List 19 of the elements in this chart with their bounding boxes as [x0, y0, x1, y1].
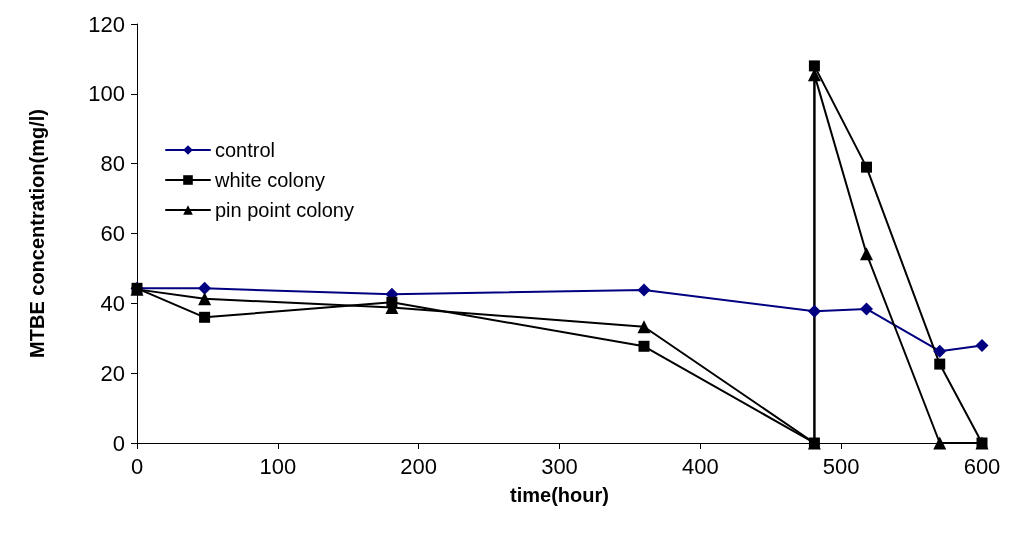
x-tick-label: 200	[400, 453, 438, 479]
x-tick-label: 0	[130, 453, 144, 479]
legend-label: pin point colony	[215, 199, 354, 221]
y-tick-label: 100	[88, 81, 125, 107]
y-tick-label: 20	[100, 360, 125, 386]
y-axis-title: MTBE concentration(mg/l)	[26, 109, 48, 358]
y-tick-label: 0	[112, 430, 125, 456]
y-tick-label: 120	[88, 11, 125, 37]
x-tick-label: 300	[541, 453, 578, 479]
x-tick-label: 100	[259, 453, 297, 479]
legend-label: white colony	[214, 169, 326, 191]
legend-label: control	[215, 139, 276, 161]
y-tick-label: 40	[100, 290, 125, 316]
x-tick-label: 400	[681, 453, 719, 479]
x-tick-label: 500	[822, 453, 860, 479]
y-tick-label: 60	[100, 221, 125, 246]
x-tick-label: 600	[963, 453, 1001, 479]
x-axis-title: time(hour)	[510, 484, 609, 506]
y-tick-label: 80	[100, 151, 125, 177]
